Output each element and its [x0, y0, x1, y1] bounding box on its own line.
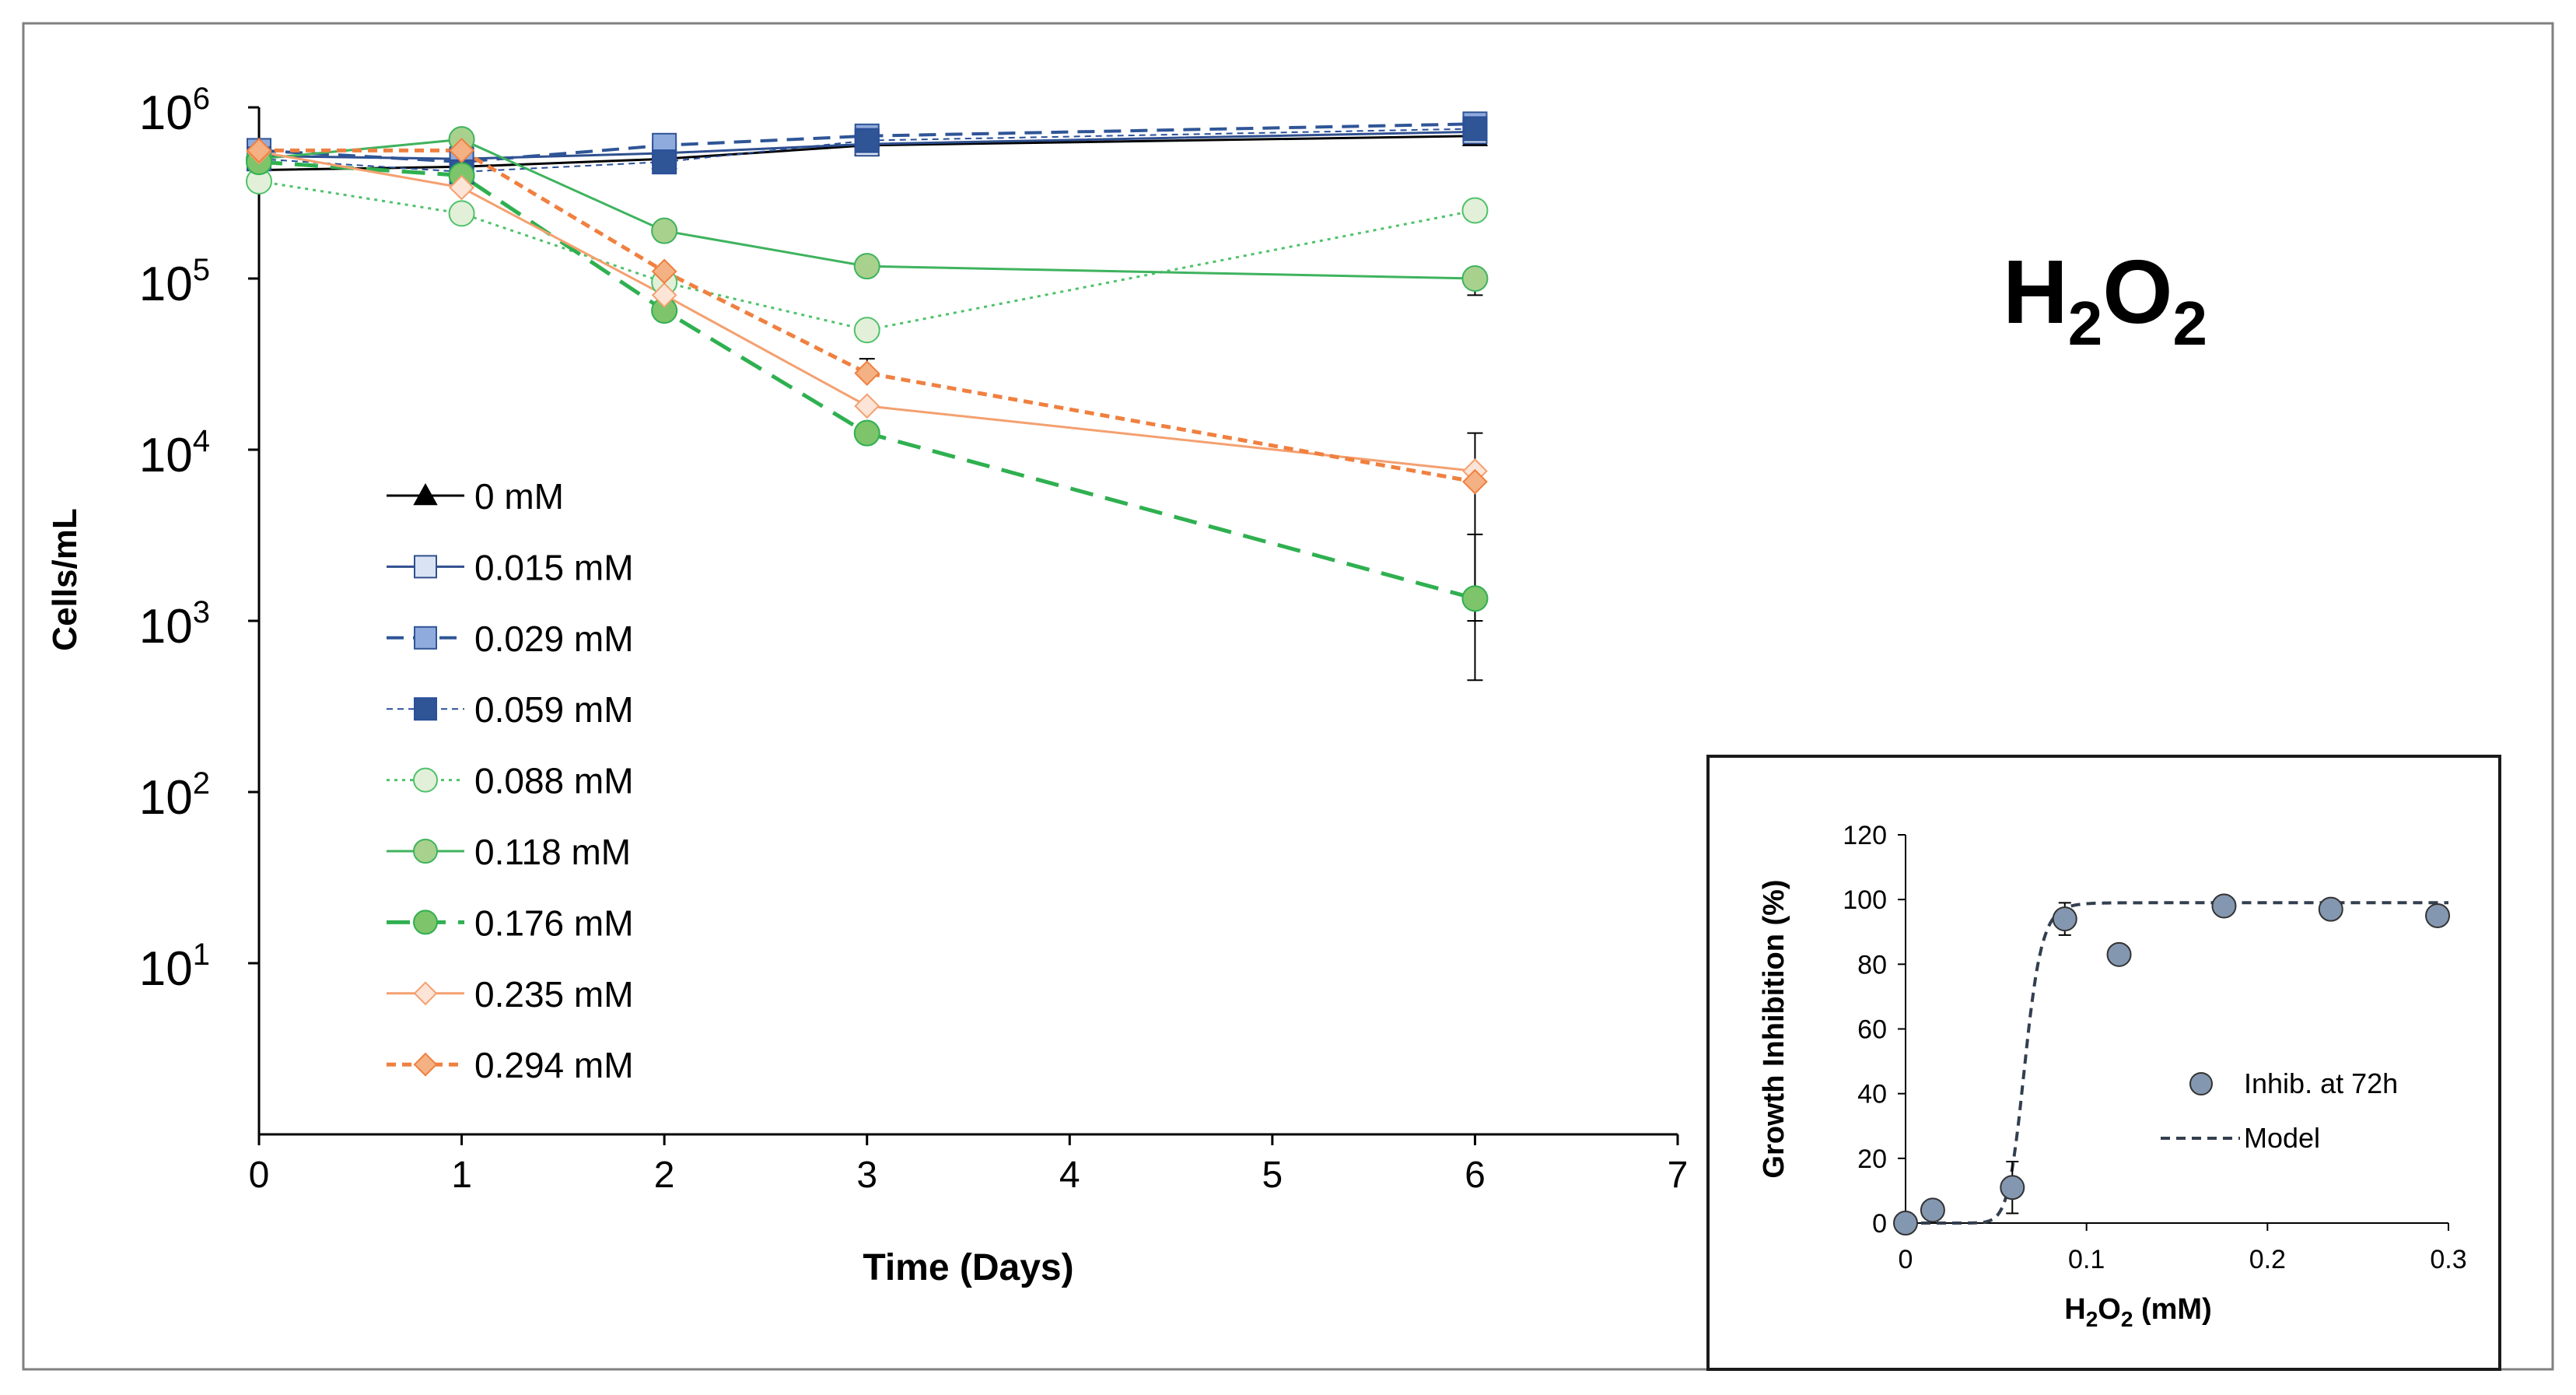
inset-data-point [2211, 893, 2237, 919]
legend-marker [413, 1052, 438, 1077]
legend-label: 0.029 mM [474, 619, 634, 659]
inset-x-axis-title: H2O2 (mM) [2064, 1293, 2211, 1331]
main-x-tick-label: 2 [654, 1155, 675, 1196]
main-y-tick-label: 102 [139, 766, 210, 825]
main-x-tick-label: 0 [249, 1155, 270, 1196]
inset-data-point [2425, 903, 2451, 928]
inset-legend-label-model: Model [2244, 1122, 2320, 1154]
series-point [652, 149, 677, 175]
inset-x-tick-label: 0 [1899, 1245, 1913, 1274]
series-point [1461, 265, 1489, 292]
legend-marker [413, 839, 438, 864]
main-y-tick-label: 106 [139, 82, 210, 140]
main-y-tick-label: 104 [139, 424, 210, 482]
legend-label: 0 mM [474, 476, 564, 517]
inset-y-tick-label: 80 [1857, 950, 1887, 980]
series-point [448, 200, 475, 227]
main-y-tick-label: 105 [139, 253, 210, 311]
inset-frame [1706, 755, 2501, 1371]
legend-label: 0.294 mM [474, 1045, 634, 1085]
inset-y-tick-label: 40 [1857, 1080, 1887, 1109]
legend-label: 0.015 mM [474, 547, 634, 587]
inset-data-point [2318, 896, 2343, 922]
legend-marker [413, 910, 438, 935]
main-x-tick-label: 1 [451, 1155, 472, 1196]
main-x-axis-title: Time (Days) [863, 1247, 1073, 1288]
legend-label: 0.088 mM [474, 761, 634, 801]
inset-chart-legend: Inhib. at 72h Model [2161, 1067, 2398, 1154]
inset-y-tick-label: 100 [1843, 885, 1887, 915]
legend-marker [414, 697, 437, 721]
inset-y-tick-label: 120 [1843, 821, 1887, 850]
legend-label: 0.059 mM [474, 689, 634, 730]
legend-marker [413, 981, 438, 1006]
inset-chart-axes: 0 20 40 60 80 100 120 0 0.1 0.2 0.3 H2O2 (mM) Growth… [1758, 821, 2467, 1331]
main-x-tick-label: 7 [1668, 1155, 1689, 1196]
inset-y-tick-label: 20 [1857, 1144, 1887, 1174]
inset-legend-label-points: Inhib. at 72h [2244, 1067, 2398, 1099]
main-chart-axes: 0 1 2 3 4 5 6 7 101 102 103 104 105 106 Time (Days) Cel… [46, 82, 1688, 1288]
legend-marker [413, 767, 438, 793]
series-point [853, 253, 880, 280]
inset-legend-marker [2189, 1072, 2213, 1095]
inset-chart-series [1893, 893, 2451, 1236]
series-point [651, 258, 677, 285]
series-point [853, 317, 880, 344]
model-curve [1906, 901, 2448, 1225]
series-point [854, 128, 880, 153]
legend-marker [413, 482, 438, 506]
inset-y-tick-label: 60 [1857, 1015, 1887, 1045]
legend-label: 0.176 mM [474, 903, 634, 943]
series-point [854, 393, 880, 419]
series-point [1462, 468, 1488, 495]
main-x-tick-label: 4 [1059, 1155, 1080, 1196]
series-point [449, 174, 474, 201]
legend-label: 0.118 mM [474, 832, 631, 872]
inset-x-tick-label: 0.1 [2068, 1245, 2105, 1274]
legend-label: 0.235 mM [474, 974, 634, 1015]
series-point [1462, 116, 1488, 142]
legend-marker [414, 555, 437, 579]
main-x-tick-label: 5 [1262, 1155, 1283, 1196]
series-point [651, 282, 677, 308]
inset-data-point [1920, 1197, 1945, 1223]
main-chart-series [246, 111, 1489, 682]
series-point [449, 137, 474, 163]
inset-data-point [1893, 1211, 1918, 1236]
inset-x-tick-label: 0.3 [2430, 1245, 2466, 1274]
main-chart-legend: 0 mM 0.015 mM 0.029 mM 0.059 mM 0.088 mM 0.11… [387, 476, 634, 1085]
series-point [1461, 585, 1489, 612]
main-x-tick-label: 6 [1465, 1155, 1486, 1196]
main-y-tick-label: 103 [139, 595, 210, 654]
inset-y-axis-title: Growth Inhibition (%) [1758, 879, 1790, 1178]
inset-data-point [2000, 1175, 2025, 1200]
series-point [246, 137, 272, 163]
main-x-tick-label: 3 [856, 1155, 877, 1196]
series-point [1461, 197, 1489, 224]
series-point [853, 419, 880, 447]
inset-data-point [2052, 906, 2077, 932]
chemical-annotation: H2O2 [2003, 241, 2207, 358]
legend-marker [414, 626, 437, 650]
main-y-axis-title: Cells/mL [46, 508, 84, 650]
inset-y-tick-label: 0 [1872, 1209, 1887, 1239]
inset-x-tick-label: 0.2 [2249, 1245, 2286, 1274]
series-line [258, 180, 1475, 331]
series-point [854, 360, 880, 387]
main-y-tick-label: 101 [139, 938, 210, 996]
series-point [651, 217, 678, 244]
inset-data-point [2106, 941, 2132, 967]
